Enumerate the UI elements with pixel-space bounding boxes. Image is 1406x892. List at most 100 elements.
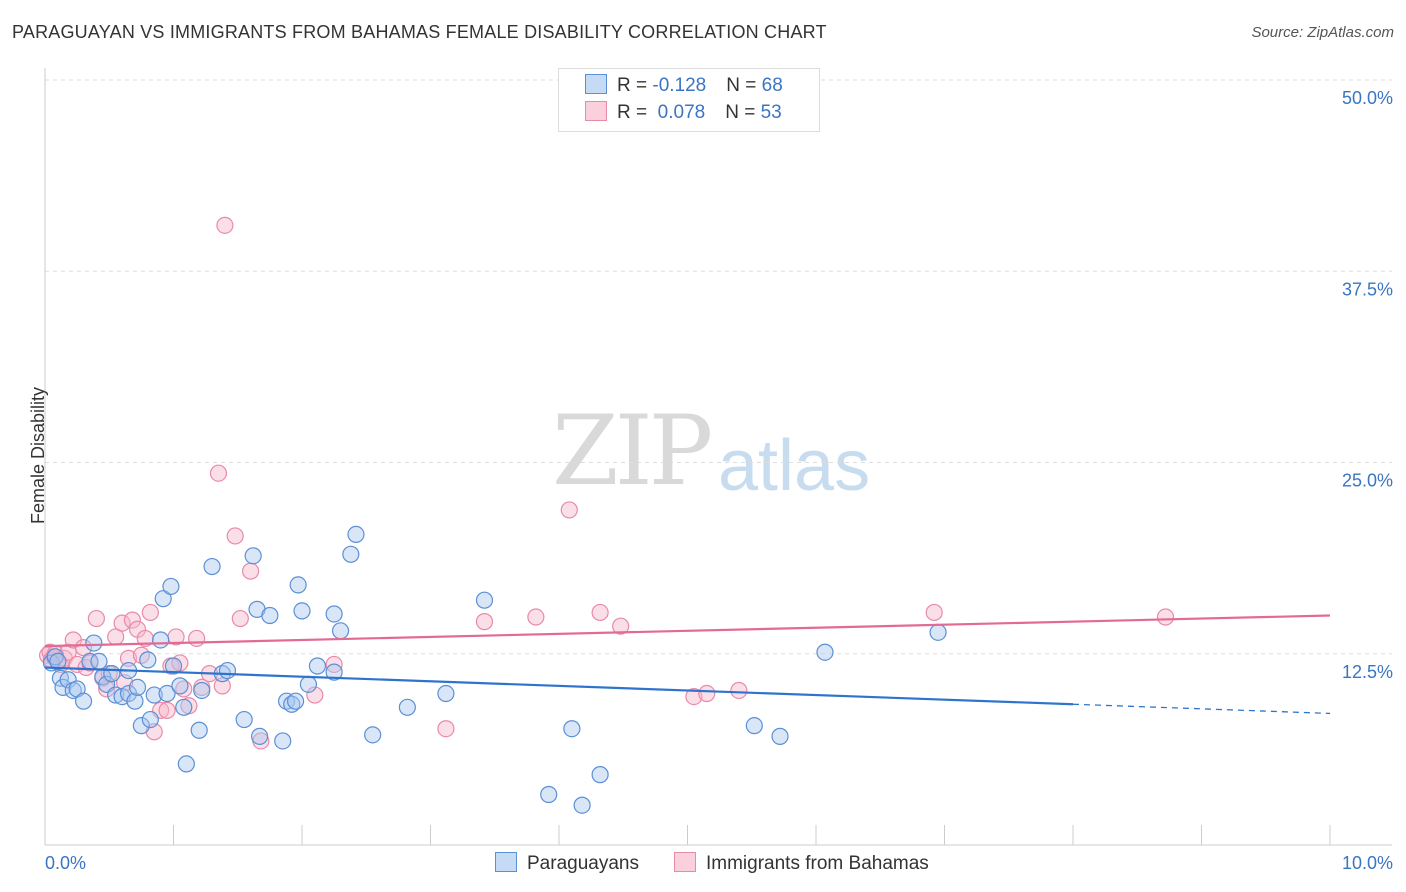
data-point (289, 576, 307, 594)
data-point (209, 464, 228, 482)
data-point (154, 590, 172, 608)
data-point (171, 677, 189, 695)
data-point (141, 603, 159, 622)
data-point (277, 692, 296, 710)
data-point (437, 684, 455, 703)
y-tick-label: 50.0% (1342, 88, 1393, 108)
data-point (730, 681, 748, 700)
x-tick-label: 10.0% (1342, 853, 1393, 873)
data-point (74, 692, 93, 710)
data-point (306, 686, 324, 704)
legend-swatch-blue (585, 74, 607, 94)
data-point (398, 698, 416, 716)
legend-row-paraguayans: R = -0.128 N = 68 (585, 74, 783, 100)
bottom-legend-label: Immigrants from Bahamas (706, 853, 929, 874)
data-point (177, 755, 195, 773)
data-point (331, 622, 350, 640)
data-point (158, 701, 176, 719)
data-point (226, 527, 244, 545)
data-point (364, 726, 382, 744)
data-point (274, 732, 292, 750)
data-point (698, 684, 716, 703)
data-point (527, 608, 545, 626)
data-point (560, 501, 578, 519)
data-point (612, 617, 630, 635)
data-point (213, 677, 231, 695)
data-point (244, 547, 262, 565)
axes (44, 68, 1392, 846)
trend-line-paraguayans (44, 666, 1074, 706)
data-point (540, 785, 558, 804)
data-point (193, 681, 211, 700)
trend-line-bahamas (44, 614, 1331, 648)
data-point (90, 652, 108, 671)
data-point (925, 603, 943, 622)
data-point (164, 657, 183, 675)
series-paraguayans-points (42, 525, 947, 814)
data-point (203, 557, 221, 576)
watermark-zip: ZIP (552, 395, 713, 507)
data-point (126, 692, 144, 710)
data-point (188, 629, 206, 648)
legend-r-label: R = (617, 102, 653, 123)
correlation-legend: R = -0.128 N = 68 R = 0.078 N = 53 (558, 68, 820, 132)
data-point (231, 609, 249, 628)
bottom-legend-bahamas: Immigrants from Bahamas (674, 852, 929, 875)
data-point (145, 686, 163, 704)
legend-row-bahamas: R = 0.078 N = 53 (585, 101, 782, 127)
bottom-legend-swatch-pink (674, 852, 696, 872)
chart-title: PARAGUAYAN VS IMMIGRANTS FROM BAHAMAS FE… (12, 22, 827, 42)
data-point (308, 657, 327, 675)
data-point (929, 623, 947, 641)
legend-n-value: 53 (760, 102, 782, 123)
legend-n-label: N = (726, 75, 762, 96)
data-point (119, 649, 138, 667)
data-point (816, 643, 834, 661)
data-point (293, 602, 311, 620)
data-point (475, 591, 494, 609)
data-point (74, 639, 93, 657)
data-point (745, 717, 763, 735)
data-point (437, 720, 455, 738)
data-point (475, 613, 494, 631)
data-point (325, 663, 343, 681)
legend-r-value: -0.128 (652, 75, 707, 96)
source-credit: Source: ZipAtlas.com (1251, 24, 1394, 41)
data-point (85, 634, 103, 652)
data-point (771, 727, 789, 745)
data-point (123, 611, 141, 629)
data-point (190, 721, 208, 739)
legend-n-label: N = (725, 102, 761, 123)
data-point (573, 796, 591, 814)
data-point (218, 661, 237, 680)
data-point (261, 606, 279, 625)
data-point (235, 710, 253, 729)
data-point (286, 692, 305, 710)
legend-r-value: 0.078 (652, 102, 706, 123)
data-point (216, 216, 234, 234)
legend-swatch-pink (585, 101, 607, 121)
data-point (139, 651, 157, 669)
data-point (1156, 608, 1175, 626)
data-point (132, 717, 150, 735)
data-point (128, 678, 147, 697)
data-point (103, 665, 121, 683)
data-point (141, 710, 159, 729)
data-point (563, 720, 581, 738)
data-point (113, 614, 131, 632)
x-tick-label: 0.0% (45, 853, 86, 873)
legend-r-label: R = (617, 75, 653, 96)
y-axis-label: Female Disability (28, 386, 49, 525)
data-point (685, 687, 703, 706)
data-point (175, 698, 193, 716)
trend-lines (44, 614, 1331, 715)
data-point (242, 562, 260, 580)
data-point (591, 766, 609, 784)
y-tick-label: 12.5% (1342, 662, 1393, 682)
data-point (325, 605, 343, 623)
data-point (347, 525, 365, 544)
series-bahamas-points (38, 216, 1175, 750)
data-point (158, 684, 176, 703)
data-point (107, 686, 125, 704)
